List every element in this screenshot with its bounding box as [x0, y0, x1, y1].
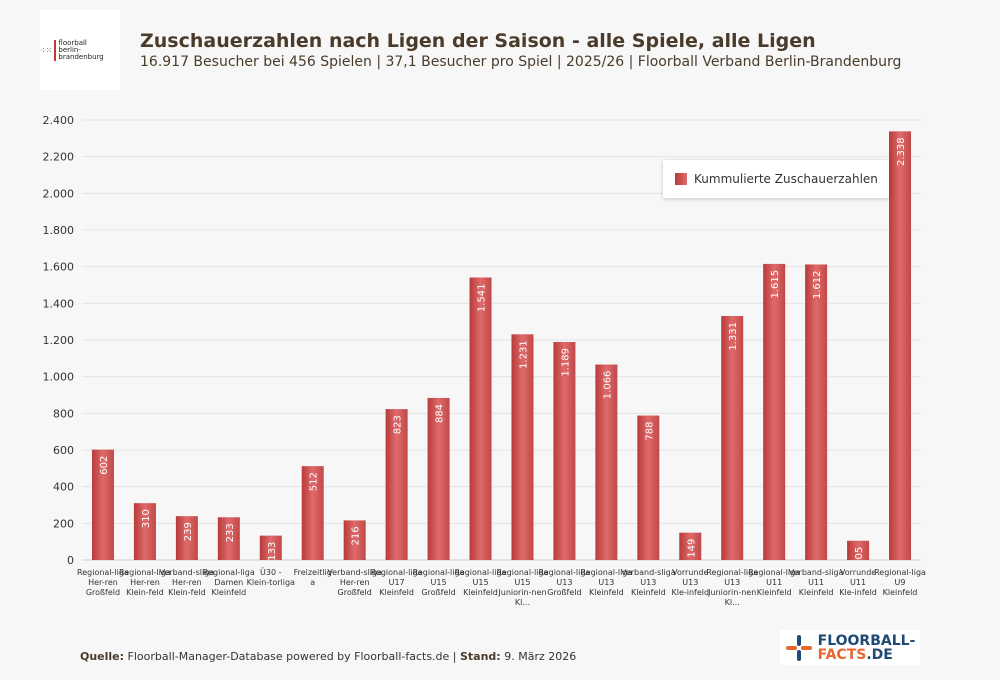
y-tick-label: 1.800: [43, 224, 75, 237]
bar: [679, 532, 702, 560]
x-tick-label: Verband-sliga Her-ren Klein-feld: [160, 568, 215, 597]
x-tick-label: Regional-liga Her-ren Großfeld: [77, 568, 129, 597]
bar-chart: 0 200 400 600 800 1.000 1.200 1.400 1.600 1.800 2.…: [43, 114, 927, 607]
data-label: 1.066: [602, 371, 613, 400]
x-tick-label: Verband-sliga Her-ren Großfeld: [327, 568, 382, 597]
logo-dots-icon: ⁘⁙: [40, 45, 52, 55]
x-tick-label: Regional-liga U17 Kleinfeld: [371, 568, 423, 597]
chart-title: Zuschauerzahlen nach Ligen der Saison - …: [140, 30, 816, 52]
bar: [637, 415, 660, 560]
floorball-facts-logo: FLOORBALL- FACTS.DE: [780, 630, 920, 665]
bar: [595, 364, 618, 560]
bar: [343, 520, 366, 560]
bar: [301, 466, 324, 560]
data-label: 133: [267, 542, 278, 561]
bar: [427, 397, 450, 560]
x-tick-label: Verband-sliga U11 Kleinfeld: [789, 568, 844, 597]
data-label: 216: [351, 526, 362, 545]
y-tick-label: 2.200: [43, 151, 75, 164]
x-tick-label: Freizeitlig a: [294, 568, 332, 587]
y-tick-label: 1.600: [43, 261, 75, 274]
logo-text: floorball berlin-brandenburg: [54, 39, 120, 61]
legend-swatch: [675, 173, 687, 185]
data-label: 1.612: [812, 270, 823, 299]
y-tick-label: 1.200: [43, 334, 75, 347]
floorball-bb-logo: ⁘⁙ floorball berlin-brandenburg: [40, 10, 120, 90]
y-tick-label: 200: [53, 517, 74, 530]
legend[interactable]: Kummulierte Zuschauerzahlen: [663, 160, 889, 198]
x-tick-label: Regional-liga U13 Kleinfeld: [580, 568, 632, 597]
data-label: 05: [854, 547, 865, 560]
bar: [133, 503, 156, 560]
bar: [847, 540, 870, 560]
bar: [763, 263, 786, 560]
legend-label: Kummulierte Zuschauerzahlen: [694, 172, 878, 186]
x-tick-label: Regional-liga U13 Großfeld: [539, 568, 591, 597]
y-tick-label: 0: [67, 554, 74, 567]
x-tick-label: Regional-liga Her-ren Klein-feld: [119, 568, 171, 597]
data-label: 1.189: [560, 348, 571, 377]
y-tick-label: 800: [53, 407, 74, 420]
x-tick-label: Regional-liga U11 Kleinfeld: [748, 568, 800, 597]
data-label: 239: [183, 522, 194, 541]
data-label: 823: [393, 415, 404, 434]
data-label: 602: [99, 456, 110, 475]
data-label: 788: [644, 422, 655, 441]
y-tick-label: 1.000: [43, 371, 75, 384]
data-label: 1.331: [728, 322, 739, 351]
x-tick-label: Regional-liga U15 Großfeld: [413, 568, 465, 597]
bar: [511, 334, 534, 560]
bar: [721, 315, 744, 560]
bar: [805, 264, 828, 560]
data-label: 884: [435, 404, 446, 423]
data-label: 1.615: [770, 270, 781, 299]
bar: [889, 131, 912, 560]
bar: [553, 342, 576, 560]
x-tick-label: Ü30 -Klein-torliga: [247, 567, 295, 587]
x-tick-label: Regional-liga U9 Kleinfeld: [874, 568, 926, 597]
source-footer: Quelle: Floorball-Manager-Database power…: [80, 650, 577, 663]
data-label: 233: [225, 523, 236, 542]
x-tick-label: Regional-liga Damen Kleinfeld: [203, 568, 255, 597]
bar: [175, 516, 198, 560]
x-tick-label: Regional-liga U15 Kleinfeld: [455, 568, 507, 597]
x-tick-label: Verband-sliga U13 Kleinfeld: [621, 568, 676, 597]
y-tick-label: 400: [53, 481, 74, 494]
x-tick-label: Regional-liga U13 Juniorin-nen Kl...: [706, 568, 758, 607]
data-label: 1.541: [477, 283, 488, 312]
y-tick-label: 2.000: [43, 187, 75, 200]
x-tick-label: Vorrunde U13 Kle-infeld: [671, 568, 709, 597]
floorball-facts-icon: [785, 634, 812, 661]
bar: [469, 277, 492, 560]
chart-subtitle: 16.917 Besucher bei 456 Spielen | 37,1 B…: [140, 54, 902, 70]
data-label: 512: [309, 472, 320, 491]
data-label: 1.231: [518, 340, 529, 369]
data-label: 149: [686, 539, 697, 558]
y-tick-label: 1.400: [43, 297, 75, 310]
y-tick-label: 2.400: [43, 114, 75, 127]
bar: [385, 409, 408, 560]
data-label: 2.338: [896, 137, 907, 166]
bar: [217, 517, 240, 560]
data-label: 310: [141, 509, 152, 528]
bar: [259, 535, 282, 560]
x-tick-label: Vorrunde U11 Kle-infeld: [839, 568, 877, 597]
bar: [91, 449, 114, 560]
x-tick-label: Regional-liga U15 Juniorin-nen Kl...: [497, 568, 549, 607]
y-tick-label: 600: [53, 444, 74, 457]
